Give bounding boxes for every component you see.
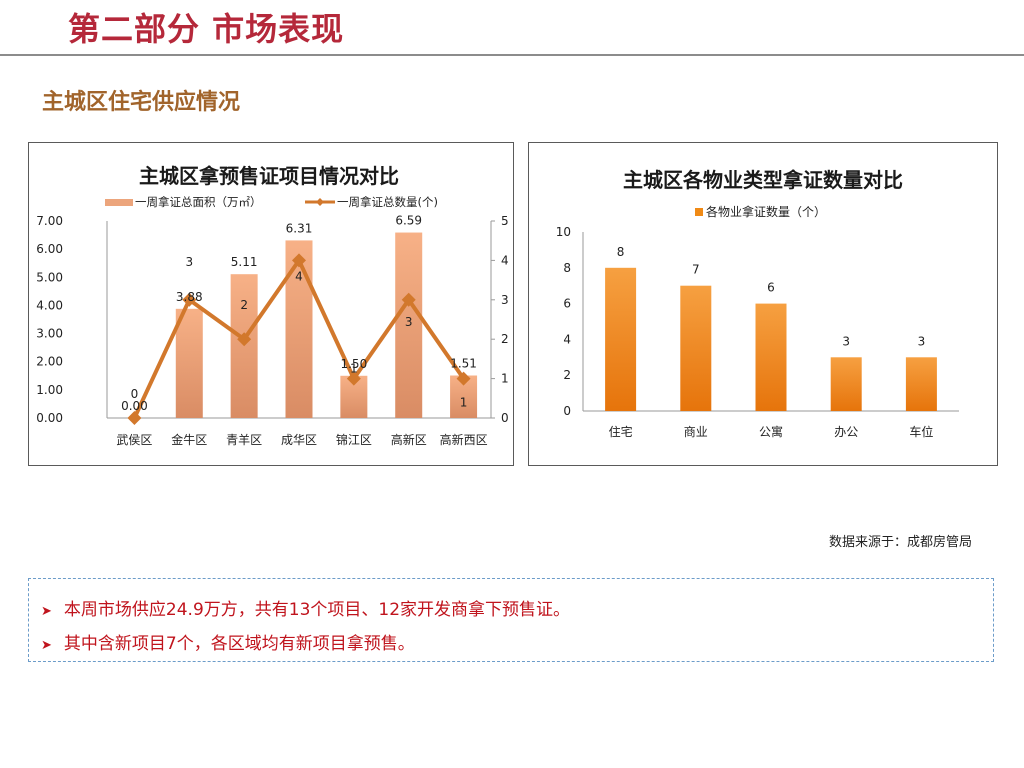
- line-point-1: [127, 411, 142, 425]
- y-left-tick-label: 1.00: [36, 383, 63, 397]
- line-value-label: 0: [131, 387, 139, 401]
- line-value-label: 1: [460, 396, 468, 410]
- line-point-4: [292, 253, 306, 268]
- bar-5: [905, 357, 937, 411]
- bar-1: [605, 267, 637, 411]
- bar-area-2: [175, 308, 203, 418]
- x-tick-label: 车位: [909, 424, 933, 439]
- legend-label-area: 一周拿证总面积（万㎡）: [135, 195, 262, 209]
- y-left-tick-label: 6.00: [36, 242, 63, 256]
- legend-swatch-count-marker: [316, 198, 324, 206]
- y-tick-label: 0: [563, 404, 571, 418]
- line-value-label: 3: [185, 255, 193, 269]
- line-value-label: 1: [350, 362, 358, 376]
- bar-value-label: 0.00: [121, 399, 148, 413]
- bar-value-label: 1.51: [450, 357, 477, 371]
- chart-title: 主城区拿预售证项目情况对比: [139, 164, 399, 188]
- legend-swatch-area: [105, 199, 133, 206]
- y-tick-label: 6: [563, 297, 571, 311]
- bar-3: [755, 303, 787, 411]
- line-value-label: 3: [405, 315, 413, 329]
- bar-value-label: 6: [767, 281, 775, 295]
- bar-value-label: 1.50: [340, 357, 367, 371]
- line-point-7: [456, 371, 471, 386]
- x-tick-label: 高新西区: [440, 432, 488, 447]
- x-tick-label: 住宅: [609, 424, 633, 439]
- x-tick-label: 成华区: [281, 433, 317, 447]
- x-tick-label: 办公: [834, 424, 858, 439]
- y-right-tick-label: 1: [501, 372, 509, 386]
- line-point-3: [237, 332, 252, 347]
- y-left-tick-label: 0.00: [36, 411, 63, 425]
- bar-value-label: 3: [842, 334, 850, 348]
- section-title: 主城区住宅供应情况: [42, 90, 241, 115]
- data-source-note: 数据来源于：成都房管局: [828, 535, 972, 550]
- y-right-tick-label: 0: [501, 411, 509, 425]
- arrow-right-icon: ➤: [41, 604, 52, 619]
- y-left-tick-label: 2.00: [36, 355, 63, 369]
- summary-bullet-2: ➤ 其中含新项目7个，各区域均有新项目拿预售。: [41, 629, 415, 654]
- x-tick-label: 高新区: [391, 432, 427, 447]
- bar-value-label: 6.31: [286, 221, 313, 235]
- y-tick-label: 10: [556, 225, 571, 239]
- line-value-label: 2: [240, 298, 248, 312]
- bar-area-6: [395, 232, 423, 418]
- bar-value-label: 3.88: [176, 290, 203, 304]
- line-point-6: [401, 292, 416, 307]
- x-tick-label: 商业: [684, 424, 708, 439]
- bar-value-label: 7: [692, 263, 700, 277]
- chart-panel-area-count: 主城区拿预售证项目情况对比一周拿证总面积（万㎡） 一周拿证总数量(个) 0.00 1.…: [28, 142, 514, 466]
- y-tick-label: 2: [563, 368, 571, 382]
- summary-notes-box: ➤ 本周市场供应24.9万方，共有13个项目、12家开发商拿下预售证。 ➤ 其中含新…: [28, 578, 994, 662]
- line-point-5: [346, 371, 361, 386]
- slide-header-title: 第二部分 市场表现: [68, 10, 345, 48]
- legend-label: 各物业拿证数量（个）: [706, 204, 826, 219]
- summary-bullet-1: ➤ 本周市场供应24.9万方，共有13个项目、12家开发商拿下预售证。: [41, 595, 570, 620]
- bar-value-label: 5.11: [231, 255, 258, 269]
- y-left-tick-label: 7.00: [36, 214, 63, 228]
- bar-value-label: 6.59: [395, 214, 422, 228]
- x-tick-label: 公寓: [759, 424, 783, 439]
- x-tick-label: 青羊区: [226, 432, 262, 447]
- y-left-tick-label: 5.00: [36, 270, 63, 284]
- y-right-tick-label: 5: [501, 214, 509, 228]
- x-tick-label: 锦江区: [336, 433, 372, 447]
- x-tick-label: 金牛区: [171, 432, 207, 447]
- y-left-tick-label: 3.00: [36, 327, 63, 341]
- bar-2: [680, 285, 712, 411]
- bar-value-label: 8: [617, 245, 625, 259]
- summary-bullet-text: 本周市场供应24.9万方，共有13个项目、12家开发商拿下预售证。: [63, 600, 571, 620]
- x-tick-label: 武侯区: [116, 433, 152, 447]
- line-point-2: [182, 292, 197, 307]
- legend-label-count: 一周拿证总数量(个): [337, 195, 438, 209]
- line-value-label: 4: [295, 269, 303, 283]
- legend-swatch: [695, 208, 703, 216]
- bar-value-label: 3: [918, 334, 926, 348]
- chart-panel-property-type: 主城区各物业类型拿证数量对比各物业拿证数量（个） 0 2 4 6 8 10 8 7 6 3 3 住宅 商业…: [528, 142, 998, 466]
- arrow-right-icon: ➤: [41, 638, 52, 653]
- y-tick-label: 8: [563, 261, 571, 275]
- y-left-tick-label: 4.00: [36, 298, 63, 312]
- chart-title: 主城区各物业类型拿证数量对比: [623, 168, 903, 192]
- y-tick-label: 4: [563, 332, 571, 346]
- summary-bullet-text: 其中含新项目7个，各区域均有新项目拿预售。: [63, 634, 415, 654]
- y-right-tick-label: 4: [501, 253, 509, 267]
- y-right-tick-label: 2: [501, 332, 509, 346]
- bar-4: [830, 357, 862, 411]
- header-divider: [0, 54, 1024, 56]
- y-right-tick-label: 3: [501, 293, 509, 307]
